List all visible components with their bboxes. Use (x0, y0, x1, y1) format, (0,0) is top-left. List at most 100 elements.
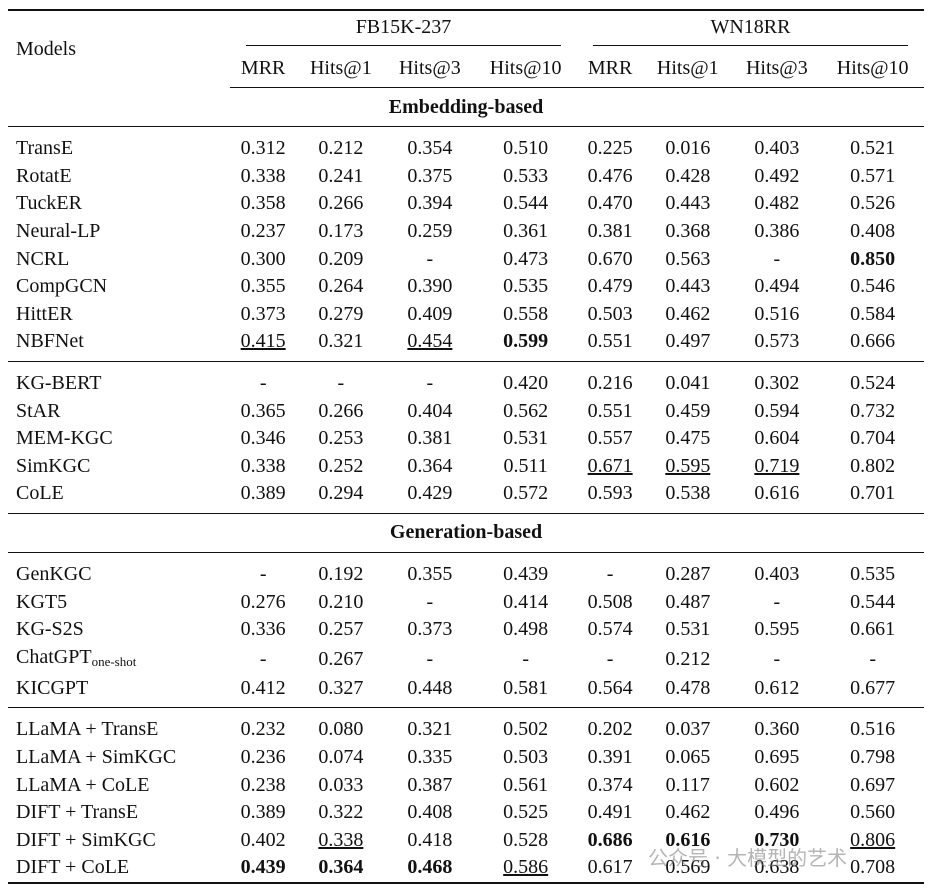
table-row: TransE 0.312 0.212 0.354 0.510 0.225 0.016 0.40… (8, 127, 924, 163)
value-cell: 0.327 (296, 674, 386, 709)
value-cell: 0.686 (587, 828, 633, 851)
value-cell: 0.252 (318, 454, 364, 477)
header-row: MRR Hits@1 Hits@3 Hits@10 MRR Hits@1 Hits@3 Hit… (8, 49, 924, 88)
table-row: GenKGC - 0.192 0.355 0.439 - 0.287 0.403 0.535 (8, 552, 924, 588)
value-cell: 0.802 (850, 454, 896, 477)
metric-header: Hits@10 (474, 49, 577, 88)
metric-header: Hits@10 (821, 49, 924, 88)
value-cell: 0.595 (754, 618, 800, 641)
table-row: DIFT + TransE 0.389 0.322 0.408 0.525 0.491 0.… (8, 799, 924, 827)
table-row: SimKGC 0.338 0.252 0.364 0.511 0.671 0.595 0.71… (8, 453, 924, 481)
section-title: Generation-based (8, 513, 924, 553)
value-cell: 0.616 (665, 828, 711, 851)
value-cell: 0.202 (587, 718, 633, 741)
metric-header: Hits@1 (643, 49, 733, 88)
value-cell: 0.375 (407, 164, 453, 187)
value-cell: 0.612 (732, 674, 822, 709)
dataset-name: WN18RR (592, 14, 909, 46)
value-cell: - (337, 372, 345, 395)
value-cell: 0.389 (230, 480, 297, 514)
value-cell: 0.389 (240, 801, 286, 824)
value-cell: - (773, 590, 781, 613)
model-cell: LLaMA + TransE (16, 718, 159, 741)
value-cell: 0.387 (407, 773, 453, 796)
value-cell: 0.321 (407, 718, 453, 741)
value-cell: 0.798 (850, 745, 896, 768)
value-cell: 0.391 (587, 745, 633, 768)
value-cell: 0.546 (850, 275, 896, 298)
value-cell: 0.494 (754, 275, 800, 298)
value-cell: 0.080 (318, 718, 364, 741)
value-cell: 0.041 (665, 372, 711, 395)
value-cell: 0.381 (587, 220, 633, 243)
model-cell: GenKGC (16, 563, 92, 586)
value-cell: 0.300 (240, 247, 286, 270)
table-row: TuckER 0.358 0.266 0.394 0.544 0.470 0.443 0.48… (8, 190, 924, 218)
value-cell: 0.037 (665, 718, 711, 741)
value-cell: 0.602 (754, 773, 800, 796)
value-cell: 0.225 (587, 137, 633, 160)
value-cell: 0.358 (240, 192, 286, 215)
value-cell: 0.594 (754, 399, 800, 422)
dataset-name: FB15K-237 (245, 14, 562, 46)
value-cell: 0.216 (587, 372, 633, 395)
value-cell: 0.535 (503, 275, 549, 298)
value-cell: 0.503 (503, 745, 549, 768)
table-row: KG-S2S 0.336 0.257 0.373 0.498 0.574 0.531 0.59… (8, 616, 924, 644)
model-cell: LLaMA + SimKGC (16, 745, 177, 768)
value-cell: 0.574 (587, 618, 633, 641)
value-cell: - (426, 372, 434, 395)
table-row: NCRL 0.300 0.209 - 0.473 0.670 0.563 - 0.850 (8, 245, 924, 273)
value-cell: 0.661 (850, 618, 896, 641)
model-cell: NCRL (16, 247, 70, 270)
value-cell: 0.638 (732, 854, 822, 884)
value-cell: - (259, 563, 267, 586)
value-cell: 0.524 (850, 372, 896, 395)
value-cell: 0.704 (850, 427, 896, 450)
value-cell: 0.551 (587, 399, 633, 422)
model-cell: ChatGPTone-shot (8, 644, 230, 675)
value-cell: 0.016 (665, 137, 711, 160)
value-cell: 0.276 (240, 590, 286, 613)
value-cell: - (773, 647, 781, 670)
value-cell: 0.335 (407, 745, 453, 768)
value-cell: 0.336 (240, 618, 286, 641)
value-cell: 0.701 (821, 480, 924, 514)
value-cell: 0.508 (587, 590, 633, 613)
value-cell: 0.719 (754, 454, 800, 477)
value-cell: 0.551 (576, 328, 644, 362)
value-cell: 0.287 (665, 563, 711, 586)
value-cell: 0.563 (665, 247, 711, 270)
value-cell: 0.584 (850, 302, 896, 325)
value-cell: 0.586 (474, 854, 577, 884)
value-cell: 0.511 (503, 454, 548, 477)
table-row: Neural-LP 0.237 0.173 0.259 0.361 0.381 0.368 0… (8, 218, 924, 246)
value-cell: 0.439 (230, 854, 297, 884)
value-cell: 0.448 (385, 674, 475, 709)
value-cell: 0.355 (240, 275, 286, 298)
value-cell: 0.266 (318, 192, 364, 215)
value-cell: 0.322 (318, 801, 364, 824)
value-cell: 0.604 (754, 427, 800, 450)
value-cell: 0.573 (732, 328, 822, 362)
value-cell: 0.192 (318, 563, 364, 586)
table-row: KGT5 0.276 0.210 - 0.414 0.508 0.487 - 0.544 (8, 588, 924, 616)
model-cell: DIFT + SimKGC (16, 828, 156, 851)
value-cell: 0.491 (587, 801, 633, 824)
model-cell: KICGPT (8, 674, 230, 709)
value-cell: 0.404 (407, 399, 453, 422)
value-cell: 0.236 (240, 745, 286, 768)
value-cell: 0.279 (318, 302, 364, 325)
value-cell: 0.502 (503, 718, 549, 741)
value-cell: 0.408 (407, 801, 453, 824)
value-cell: 0.670 (587, 247, 633, 270)
metric-header: Hits@3 (385, 49, 475, 88)
value-cell: 0.732 (850, 399, 896, 422)
value-cell: 0.478 (643, 674, 733, 709)
value-cell: - (426, 247, 434, 270)
value-cell: 0.415 (230, 328, 297, 362)
value-cell: 0.408 (850, 220, 896, 243)
value-cell: 0.708 (821, 854, 924, 884)
value-cell: 0.259 (407, 220, 453, 243)
